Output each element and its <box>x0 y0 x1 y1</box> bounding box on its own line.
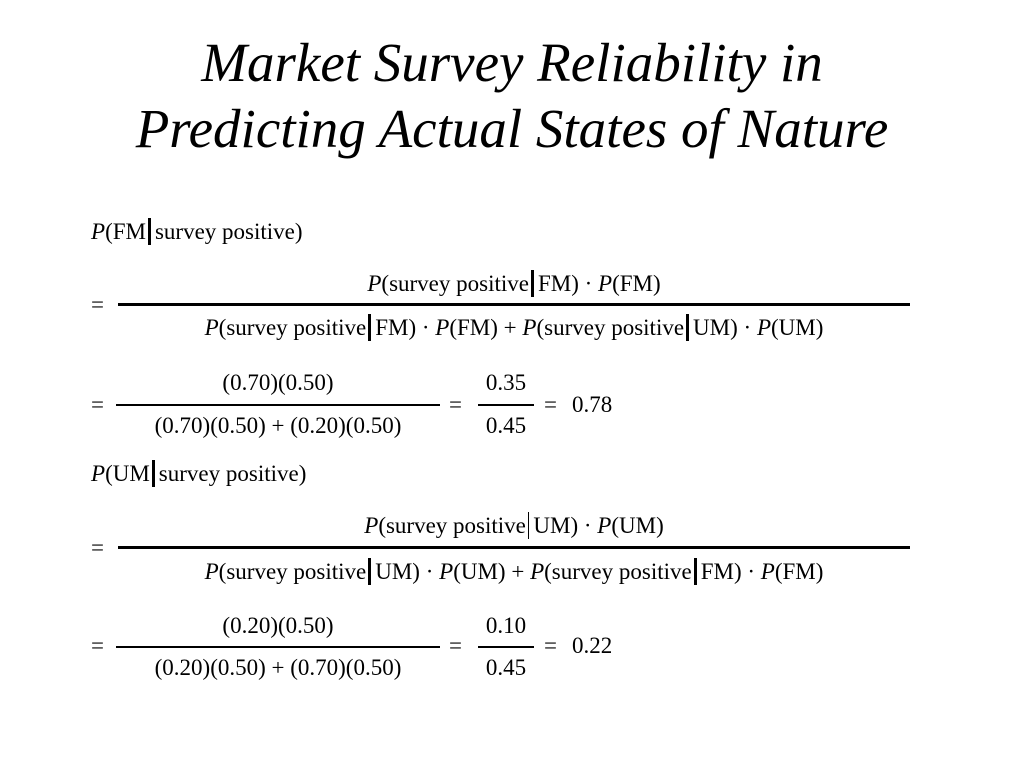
result-value: 0.78 <box>572 392 613 417</box>
equals-sign: = <box>449 392 462 417</box>
equals-sign: = <box>544 633 557 658</box>
given-label: survey positive <box>158 461 299 486</box>
fraction-bar <box>118 546 910 549</box>
term: (FM) + <box>449 315 523 340</box>
paren: ( <box>105 461 113 486</box>
paren: ( <box>381 271 390 296</box>
slide-title-line-2: Predicting Actual States of Nature <box>135 98 889 159</box>
given-bar <box>693 558 697 585</box>
ratio-denominator: 0.45 <box>485 413 527 438</box>
formula-fm-denominator: P(survey positive FM) · P(FM) + P(survey … <box>118 314 910 342</box>
paren: ( <box>378 513 386 538</box>
term: survey positive <box>389 271 529 296</box>
term: survey positive <box>551 559 692 584</box>
paren: ( <box>105 219 113 244</box>
formula-um-denominator: P(survey positive UM) · P(UM) + P(survey … <box>118 558 910 586</box>
prob-symbol: P <box>91 461 106 486</box>
result-value: 0.22 <box>572 633 613 658</box>
calc-numerator: (0.70)(0.50) <box>222 370 334 395</box>
prob-symbol: P <box>439 559 454 584</box>
term: FM) · <box>375 315 436 340</box>
term: UM) · <box>533 513 598 538</box>
prob-symbol: P <box>91 219 106 244</box>
term: FM) · <box>537 271 599 296</box>
slide-title-line-1: Market Survey Reliability in <box>201 32 823 93</box>
paren: ( <box>218 315 227 340</box>
prob-symbol: P <box>204 315 219 340</box>
prob-symbol: P <box>760 559 775 584</box>
slide-title: Market Survey Reliability in Predicting … <box>0 30 1024 162</box>
equals-sign: = <box>449 633 462 658</box>
prob-symbol: P <box>204 559 219 584</box>
given-bar <box>686 314 690 341</box>
equals-sign: = <box>91 292 104 317</box>
prob-symbol: P <box>597 513 612 538</box>
equals-sign: = <box>91 633 104 658</box>
term: survey positive <box>385 513 526 538</box>
calc-numerator: (0.20)(0.50) <box>222 613 334 638</box>
term: (FM) <box>612 271 661 296</box>
fraction-bar <box>478 404 534 406</box>
given-bar <box>147 218 151 245</box>
prob-symbol: P <box>364 513 379 538</box>
given-bar <box>368 558 372 585</box>
event-label: FM <box>112 219 146 244</box>
equals-sign: = <box>91 392 104 417</box>
prob-symbol: P <box>522 315 537 340</box>
paren: ( <box>536 315 545 340</box>
given-bar <box>151 460 155 487</box>
term: FM) · <box>700 559 761 584</box>
prob-symbol: P <box>598 271 613 296</box>
prob-symbol: P <box>530 559 545 584</box>
fraction-bar <box>118 303 910 306</box>
given-label: survey positive <box>154 219 295 244</box>
given-bar <box>530 270 534 297</box>
given-bar <box>527 512 530 539</box>
term: (UM) <box>771 315 824 340</box>
term: (UM) + <box>453 559 531 584</box>
given-bar <box>368 314 372 341</box>
formula-fm-numerator: P(survey positive FM) · P(FM) <box>118 270 910 298</box>
fraction-bar <box>116 404 440 406</box>
ratio-numerator: 0.10 <box>485 613 527 638</box>
paren: ( <box>218 559 227 584</box>
term: survey positive <box>544 315 685 340</box>
paren: ( <box>544 559 552 584</box>
term: survey positive <box>226 559 367 584</box>
term: survey positive <box>226 315 367 340</box>
formula-fm-lhs: P(FM survey positive) <box>91 218 303 246</box>
equals-sign: = <box>544 392 557 417</box>
fraction-bar <box>116 646 440 648</box>
calc-denominator: (0.20)(0.50) + (0.70)(0.50) <box>154 655 402 680</box>
term: UM) · <box>375 559 440 584</box>
term: (UM) <box>611 513 664 538</box>
term: (FM) <box>774 559 824 584</box>
calc-denominator: (0.70)(0.50) + (0.20)(0.50) <box>154 413 402 438</box>
prob-symbol: P <box>756 315 771 340</box>
equals-sign: = <box>91 535 104 560</box>
paren: ) <box>294 219 303 244</box>
formula-um-lhs: P(UM survey positive) <box>91 460 306 488</box>
event-label: UM <box>112 461 150 486</box>
ratio-numerator: 0.35 <box>485 370 527 395</box>
fraction-bar <box>478 646 534 648</box>
paren: ) <box>298 461 307 486</box>
prob-symbol: P <box>367 271 382 296</box>
term: UM) · <box>693 315 757 340</box>
formula-um-numerator: P(survey positive UM) · P(UM) <box>118 512 910 540</box>
prob-symbol: P <box>435 315 450 340</box>
ratio-denominator: 0.45 <box>485 655 527 680</box>
